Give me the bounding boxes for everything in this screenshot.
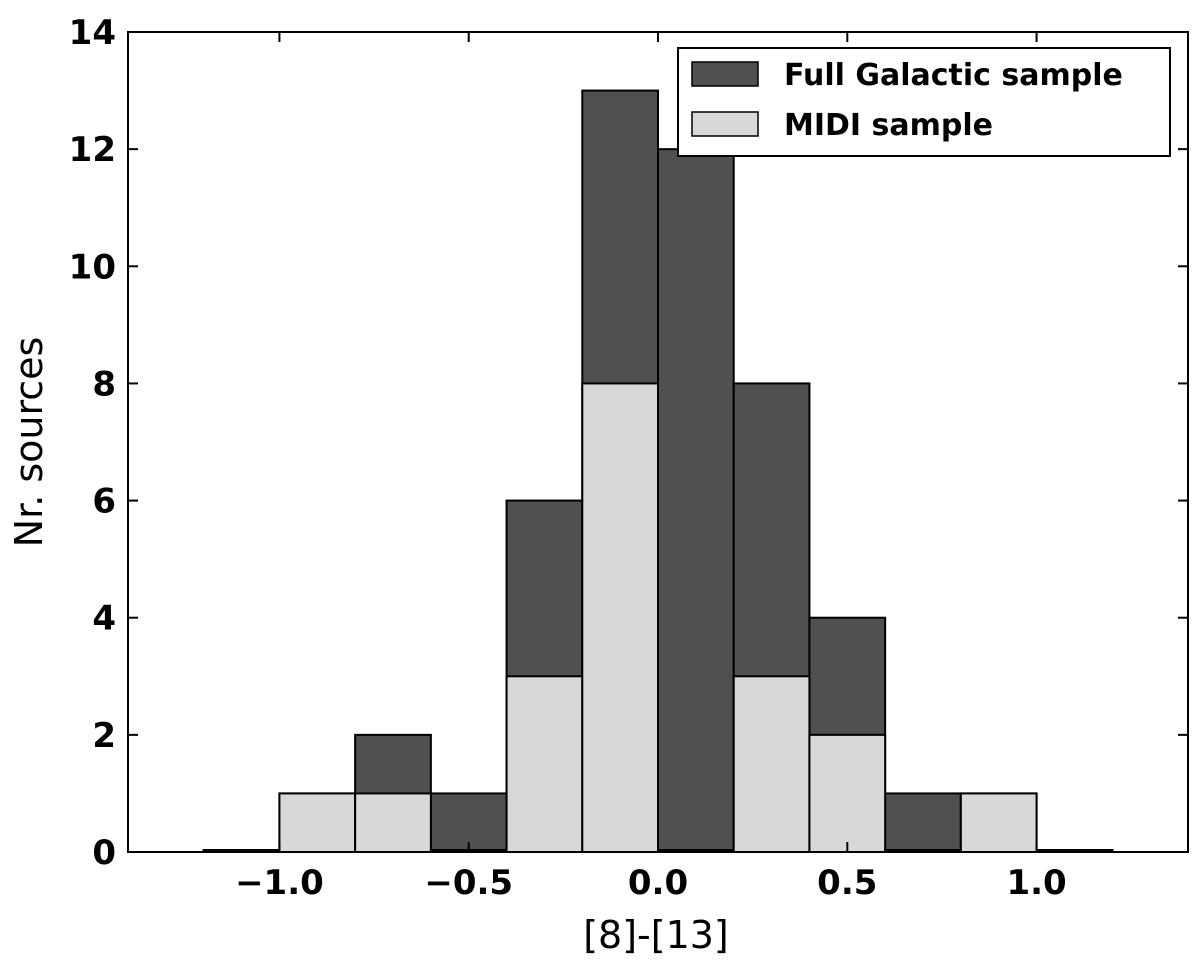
legend-frame — [677, 47, 1171, 157]
legend-swatch-midi — [691, 111, 759, 137]
y-tick-label: 4 — [92, 599, 116, 639]
x-tick-label: −0.5 — [424, 863, 513, 903]
x-axis-label: [8]-[13] — [583, 913, 729, 956]
bar-full-galactic — [884, 792, 962, 854]
bar-midi — [732, 675, 811, 853]
x-tick-label: 1.0 — [1006, 863, 1066, 903]
bar-midi — [581, 382, 659, 853]
legend-label-full-galactic: Full Galactic sample — [784, 58, 1123, 93]
y-tick-label: 8 — [92, 364, 116, 404]
x-tick-label: −1.0 — [235, 863, 324, 903]
legend-label-midi: MIDI sample — [784, 108, 993, 143]
bar-midi — [278, 792, 357, 854]
x-tick-label: 0.5 — [817, 863, 877, 903]
y-tick-label: 10 — [69, 247, 116, 287]
axis-ticks — [128, 31, 1188, 853]
legend: Full Galactic sample MIDI sample — [677, 47, 1171, 157]
x-tick-label: 0.0 — [628, 863, 688, 903]
bar-midi — [808, 733, 887, 853]
y-axis-label: Nr. sources — [7, 337, 51, 548]
y-tick-label: 0 — [92, 833, 116, 873]
x-tick-labels: −1.0 −0.5 0.0 0.5 1.0 — [235, 863, 1067, 903]
y-tick-label: 14 — [69, 13, 116, 53]
bar-midi — [959, 792, 1038, 854]
bar-full-galactic — [657, 148, 735, 853]
bar-midi — [505, 675, 584, 853]
bar-midi — [354, 792, 432, 854]
y-tick-labels: 0 2 4 6 8 10 12 14 — [69, 13, 116, 873]
y-tick-label: 6 — [92, 482, 116, 522]
y-tick-label: 12 — [69, 130, 116, 170]
y-tick-label: 2 — [92, 716, 116, 756]
series-midi-bars — [202, 382, 1114, 854]
legend-swatch-full-galactic — [691, 61, 759, 87]
